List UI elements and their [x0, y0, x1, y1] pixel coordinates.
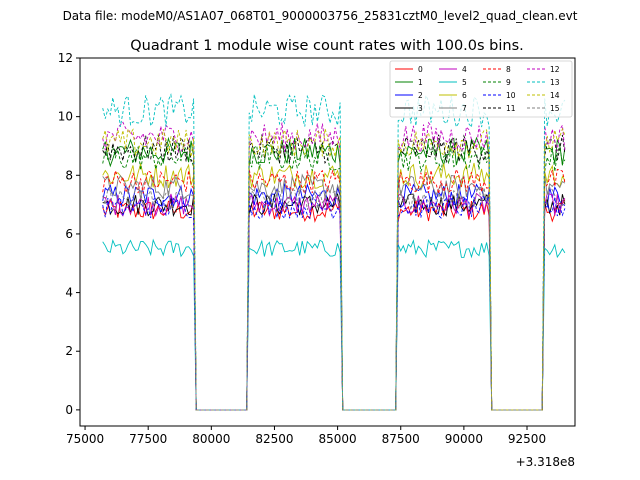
x-axis: 75000 77500 80000 82500 85000 87500 90000 92500: [66, 426, 546, 446]
chart-suptitle: Data file: modeM0/AS1A07_068T01_90000037…: [63, 9, 578, 23]
series-line-4: [102, 192, 566, 411]
legend-label-11: 11: [506, 104, 516, 113]
x-tick-label: 92500: [508, 432, 546, 446]
y-axis: 0 2 4 6 8 10 12: [58, 51, 80, 417]
series-line-5: [102, 238, 566, 411]
x-tick-label: 82500: [255, 432, 293, 446]
legend-label-4: 4: [462, 65, 467, 74]
series-line-9: [102, 143, 566, 411]
chart-title: Quadrant 1 module wise count rates with …: [130, 38, 524, 54]
legend-label-2: 2: [418, 91, 423, 100]
x-tick-label: 87500: [382, 432, 420, 446]
x-tick-label: 80000: [192, 432, 230, 446]
legend-label-10: 10: [506, 91, 516, 100]
series-line-12: [102, 121, 566, 411]
series-line-10: [102, 195, 566, 411]
legend-label-1: 1: [418, 78, 423, 87]
legend-label-15: 15: [550, 104, 560, 113]
series-line-7: [102, 173, 566, 411]
x-tick-label: 90000: [445, 432, 483, 446]
x-tick-label: 85000: [319, 432, 357, 446]
legend-label-14: 14: [550, 91, 560, 100]
legend-label-13: 13: [550, 78, 560, 87]
x-tick-label: 75000: [66, 432, 104, 446]
legend-label-7: 7: [462, 104, 467, 113]
y-tick-label: 6: [65, 227, 73, 241]
legend-label-0: 0: [418, 65, 423, 74]
legend-frame: [389, 60, 573, 118]
y-tick-label: 10: [58, 110, 73, 124]
series-line-13: [102, 93, 566, 411]
series-line-8: [102, 168, 566, 411]
legend-label-9: 9: [506, 78, 511, 87]
series-lines: [102, 93, 566, 411]
legend-label-3: 3: [418, 104, 423, 113]
y-tick-label: 2: [65, 344, 73, 358]
series-line-2: [102, 182, 566, 411]
x-offset-label: +3.318e8: [516, 455, 575, 469]
y-tick-label: 0: [65, 403, 73, 417]
series-line-1: [102, 136, 566, 411]
series-line-0: [102, 198, 566, 411]
legend-label-6: 6: [462, 91, 467, 100]
x-tick-label: 77500: [129, 432, 167, 446]
y-tick-label: 4: [65, 286, 73, 300]
series-line-3: [102, 193, 566, 411]
legend-label-12: 12: [550, 65, 560, 74]
y-tick-label: 12: [58, 51, 73, 65]
legend-label-5: 5: [462, 78, 467, 87]
plot-frame: [79, 57, 576, 427]
series-line-14: [102, 127, 566, 411]
y-tick-label: 8: [65, 168, 73, 182]
series-line-15: [102, 186, 566, 411]
legend-label-8: 8: [506, 65, 511, 74]
